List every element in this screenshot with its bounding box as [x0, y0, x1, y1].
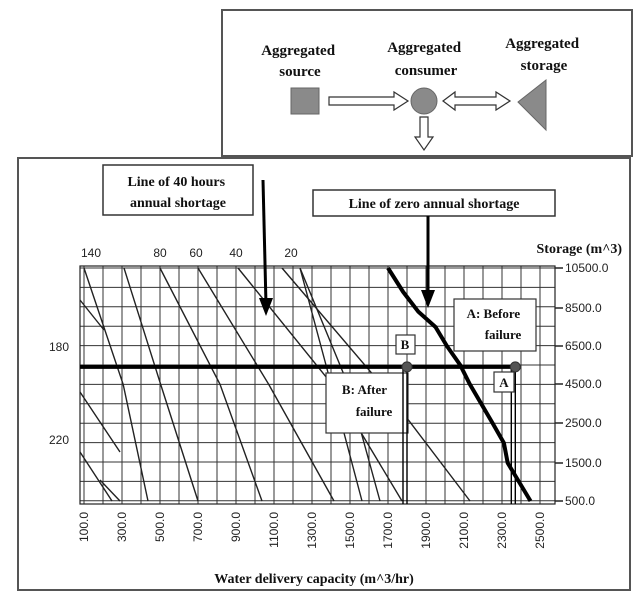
storage-tick-label: 500.0 — [565, 494, 595, 508]
curve-label-180: 180 — [49, 340, 69, 354]
curve-label-220: 220 — [49, 433, 69, 447]
storage-tick-label: 4500.0 — [565, 377, 602, 391]
plot-border — [79, 265, 556, 505]
shortage-hour-curve — [197, 267, 335, 502]
consumer-outflow-arrow-icon — [413, 116, 435, 152]
forty-hours-text: Line of 40 hours annual shortage — [127, 175, 228, 211]
shortage-hour-curve — [79, 299, 105, 331]
curve-label-60: 60 — [189, 246, 203, 260]
forty-hours-pointer — [261, 179, 268, 306]
storage-tick-label: 8500.0 — [565, 301, 602, 315]
point-b-label-box — [395, 334, 416, 355]
curve-label-20: 20 — [284, 246, 298, 260]
capacity-tick-label: 1900.0 — [419, 512, 433, 549]
curve-label-40: 40 — [229, 246, 243, 260]
point-b-marker — [401, 361, 413, 373]
capacity-tick-label: 1700.0 — [381, 512, 395, 549]
capacity-tick-label: 2300.0 — [495, 512, 509, 549]
before-failure-text: A: Before failure — [467, 306, 524, 342]
curve-label-80: 80 — [153, 246, 167, 260]
source-square-icon — [290, 87, 320, 115]
storage-tick-label: 6500.0 — [565, 339, 602, 353]
shortage-hour-curve — [123, 267, 199, 502]
storage-label: Aggregated storage — [505, 36, 583, 74]
zero-shortage-callout: Line of zero annual shortage — [312, 189, 556, 308]
zero-shortage-box — [312, 189, 556, 217]
point-a-marker — [509, 361, 521, 373]
capacity-tick-label: 2500.0 — [533, 512, 547, 549]
curve-label-140: 140 — [81, 246, 101, 260]
capacity-tick-label: 300.0 — [115, 512, 129, 542]
zero-shortage-text: Line of zero annual shortage — [349, 197, 520, 212]
before-failure-box — [453, 298, 537, 352]
capacity-tick-label: 100.0 — [77, 512, 91, 542]
capacity-tick-label: 700.0 — [191, 512, 205, 542]
consumer-circle-icon — [410, 87, 438, 115]
after-failure-text: B: After failure — [342, 382, 393, 419]
storage-triangle-icon — [517, 78, 547, 132]
top-curve-labels: 140 80 60 40 20 — [81, 246, 298, 260]
consumer-label: Aggregated consumer — [387, 40, 465, 79]
capacity-tick-label: 1300.0 — [305, 512, 319, 549]
shortage-hour-curve — [159, 267, 263, 502]
storage-tick-label: 10500.0 — [565, 261, 609, 275]
storage-axis-title: Storage (m^3) — [537, 242, 623, 257]
capacity-tick-label: 1100.0 — [267, 512, 281, 548]
consumer-storage-double-arrow-icon — [442, 90, 512, 112]
zero-shortage-line — [386, 266, 533, 503]
zero-shortage-series — [386, 266, 533, 503]
shortage-hour-curve — [79, 451, 113, 502]
forty-hours-arrowhead-icon — [259, 298, 273, 316]
storage-axis: 10500.0 8500.0 6500.0 4500.0 2500.0 1500.0 500… — [555, 261, 609, 508]
capacity-axis-title: Water delivery capacity (m^3/hr) — [214, 572, 414, 587]
forty-hours-box — [102, 164, 254, 216]
capacity-tick-label: 900.0 — [229, 512, 243, 542]
source-label: Aggregated source — [261, 43, 339, 80]
capacity-tick-label: 1500.0 — [343, 512, 357, 549]
before-failure-callout: A: Before failure — [453, 298, 537, 352]
zero-shortage-arrowhead-icon — [421, 290, 435, 308]
shortage-hour-curve — [99, 479, 121, 502]
forty-hours-callout: Line of 40 hours annual shortage — [102, 164, 273, 316]
capacity-tick-label: 500.0 — [153, 512, 167, 542]
point-a-label-box — [493, 371, 515, 393]
point-a-label: A — [499, 375, 509, 390]
after-failure-callout: B: After failure — [325, 372, 409, 434]
shortage-hour-curve — [83, 267, 149, 502]
point-b-label: B — [401, 337, 410, 352]
system-legend: Aggregated source Aggregated consumer Ag… — [221, 9, 633, 157]
capacity-tick-label: 2100.0 — [457, 512, 471, 549]
after-failure-box — [325, 372, 409, 434]
storage-tick-label: 1500.0 — [565, 456, 602, 470]
capacity-axis: 100.0 300.0 500.0 700.0 900.0 1100.0 1300.0 150… — [77, 512, 547, 549]
source-to-consumer-arrow-icon — [328, 90, 410, 112]
storage-tick-label: 2500.0 — [565, 416, 602, 430]
shortage-hour-curve — [79, 391, 121, 453]
